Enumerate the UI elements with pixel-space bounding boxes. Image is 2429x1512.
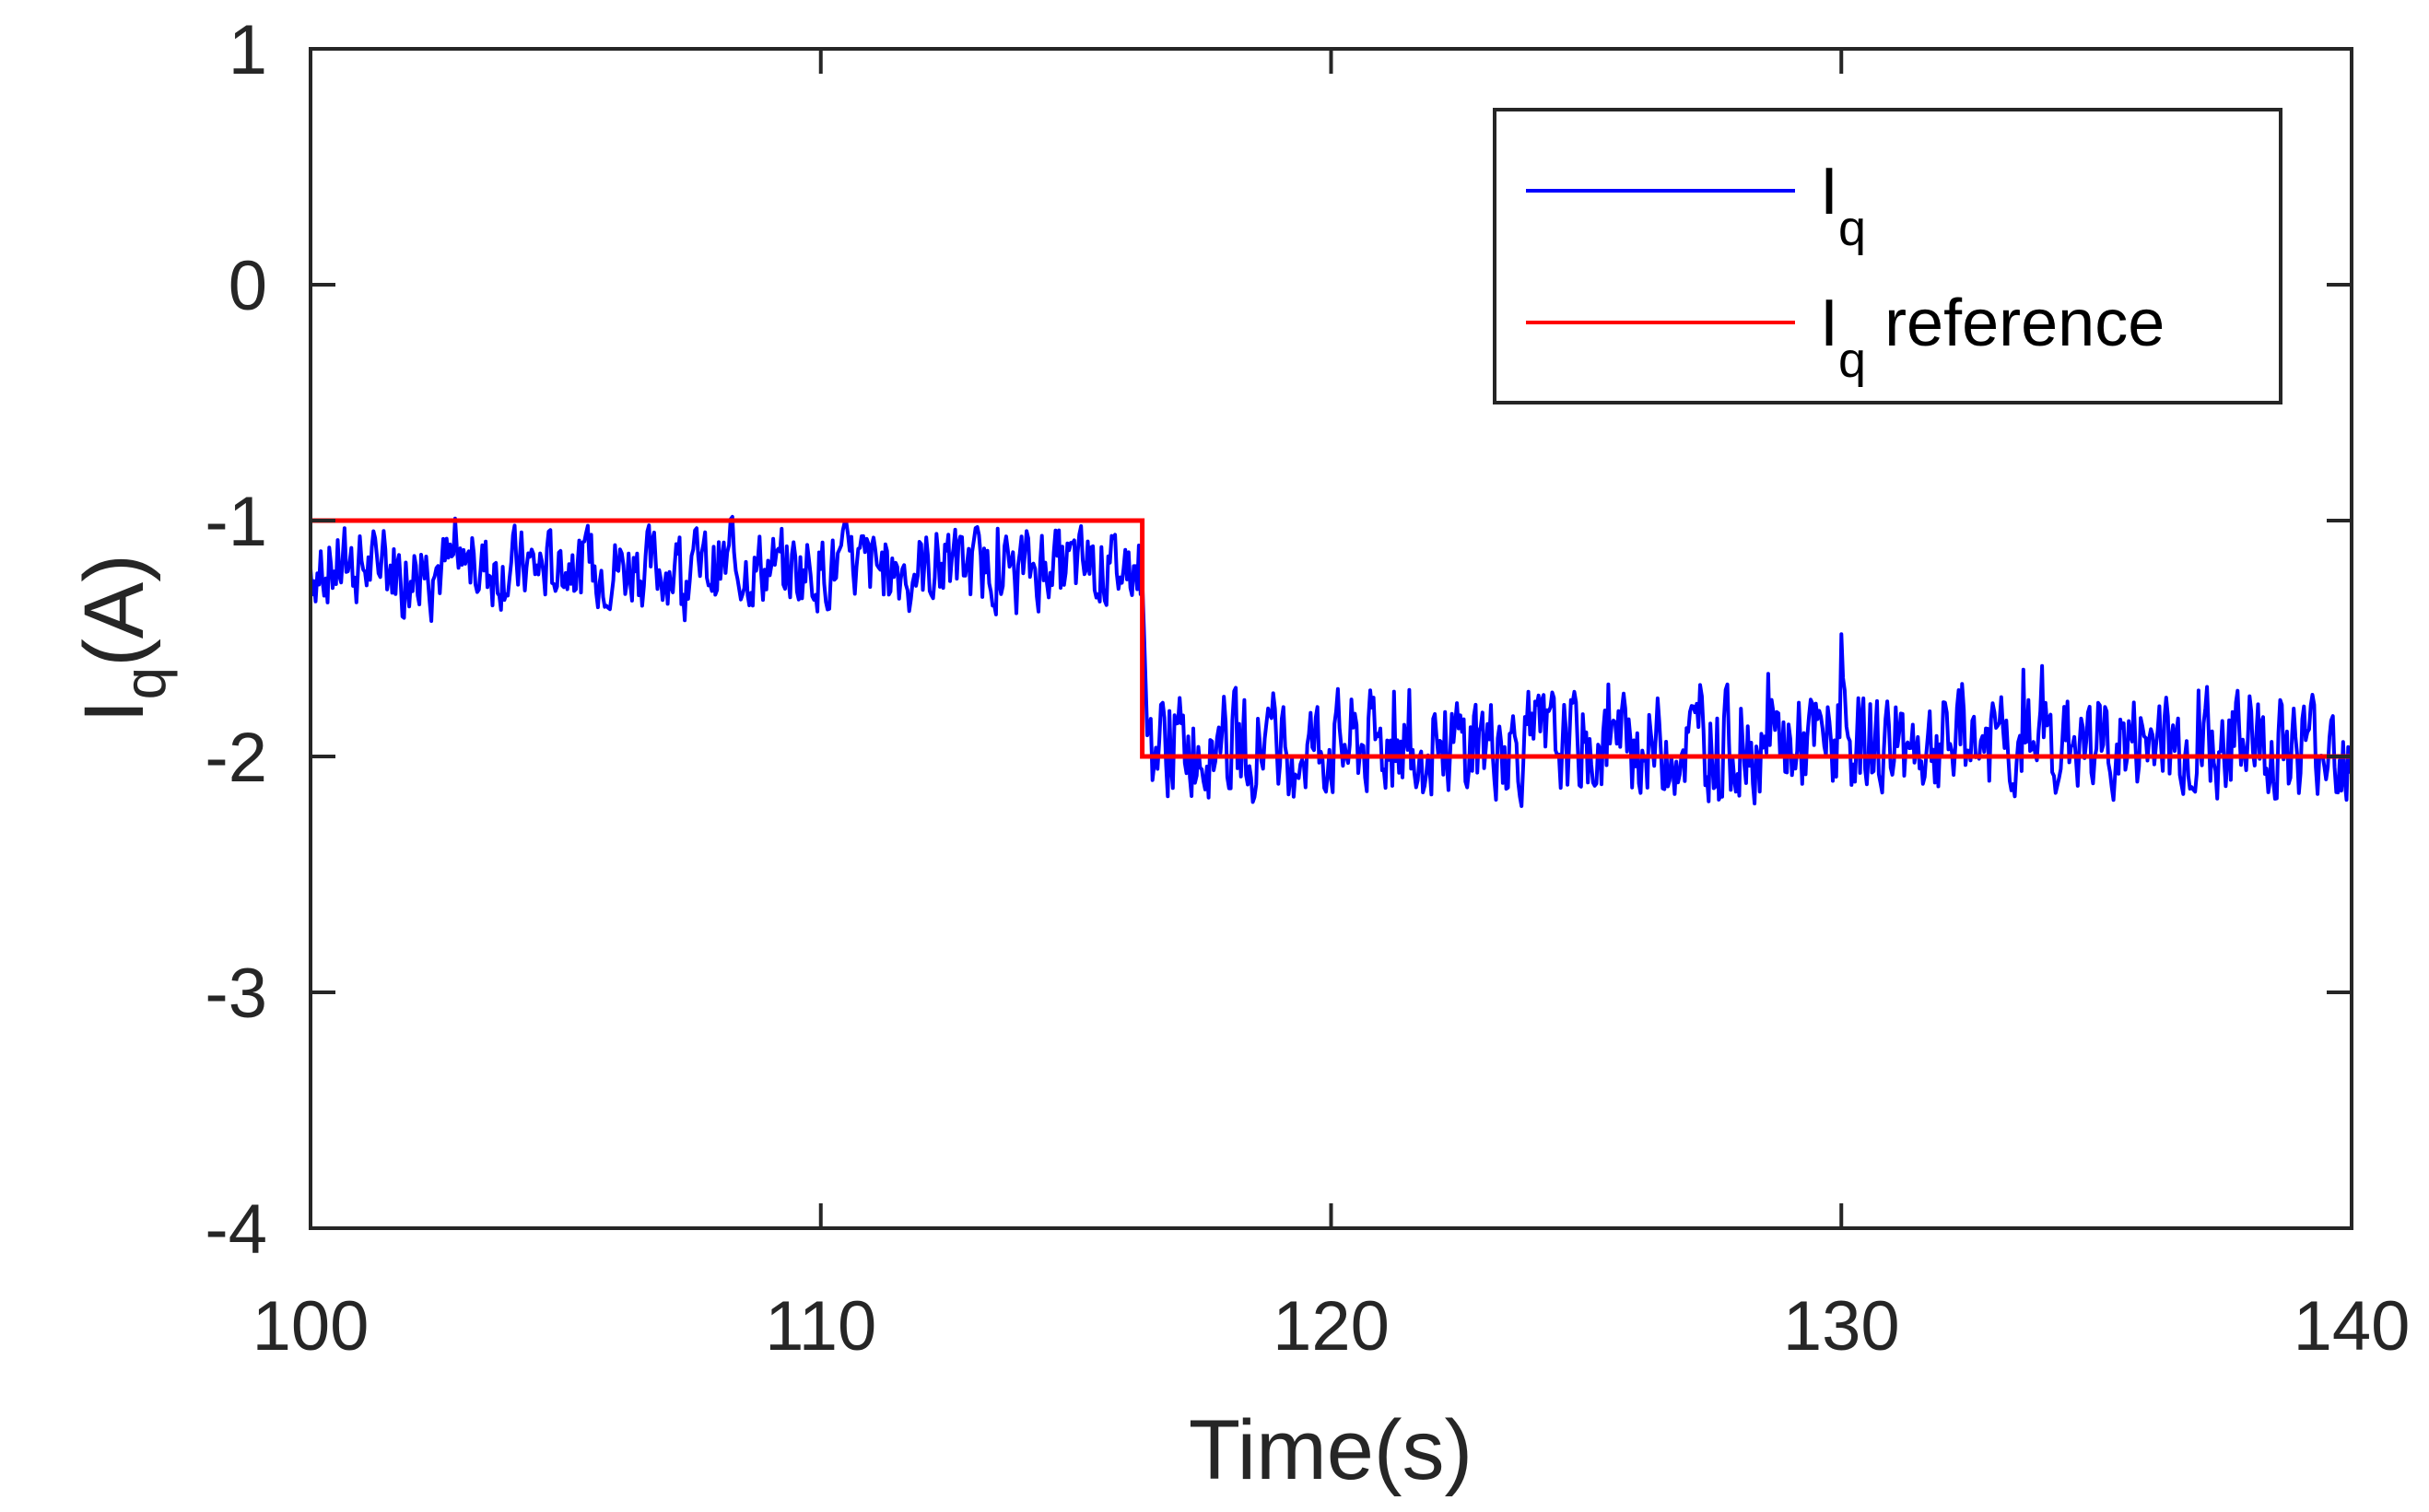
y-axis-title: Iq(A) [67, 554, 178, 723]
legend: Iq Iq reference [1493, 108, 2282, 404]
series-layer [309, 514, 2353, 808]
y-axis-title-suffix: (A) [67, 554, 161, 667]
series-line-iq-reference [311, 518, 2352, 759]
x-tick-label: 100 [252, 1287, 370, 1365]
legend-label-iq: Iq [1820, 155, 1866, 256]
y-tick-label: -1 [205, 483, 267, 561]
legend-label-ref-suffix: reference [1866, 287, 2165, 360]
legend-label-iq-main: I [1820, 155, 1838, 229]
x-tick-label: 140 [2294, 1287, 2411, 1365]
legend-box [1493, 108, 2282, 404]
legend-label-ref-sub: q [1838, 333, 1866, 388]
x-tick-label: 120 [1273, 1287, 1390, 1365]
series-line-iq [309, 514, 2353, 808]
legend-label-ref-main: I [1820, 287, 1838, 360]
y-tick-label: -3 [205, 955, 267, 1033]
y-tick-label: -4 [205, 1190, 267, 1269]
ticks-layer: 100 110 120 130 140 -4 -3 -2 -1 0 1 [205, 11, 2410, 1365]
x-axis-title: Time(s) [1189, 1403, 1473, 1497]
y-tick-label: 0 [229, 247, 267, 325]
y-axis-title-sub: q [111, 667, 178, 700]
y-tick-label: 1 [229, 11, 267, 89]
y-axis-title-main: I [67, 699, 161, 723]
legend-label-iq-sub: q [1838, 201, 1866, 256]
x-tick-label: 110 [765, 1287, 876, 1365]
legend-label-iq-reference: Iq reference [1820, 287, 2165, 388]
y-tick-label: -2 [205, 719, 267, 797]
x-tick-label: 130 [1783, 1287, 1900, 1365]
